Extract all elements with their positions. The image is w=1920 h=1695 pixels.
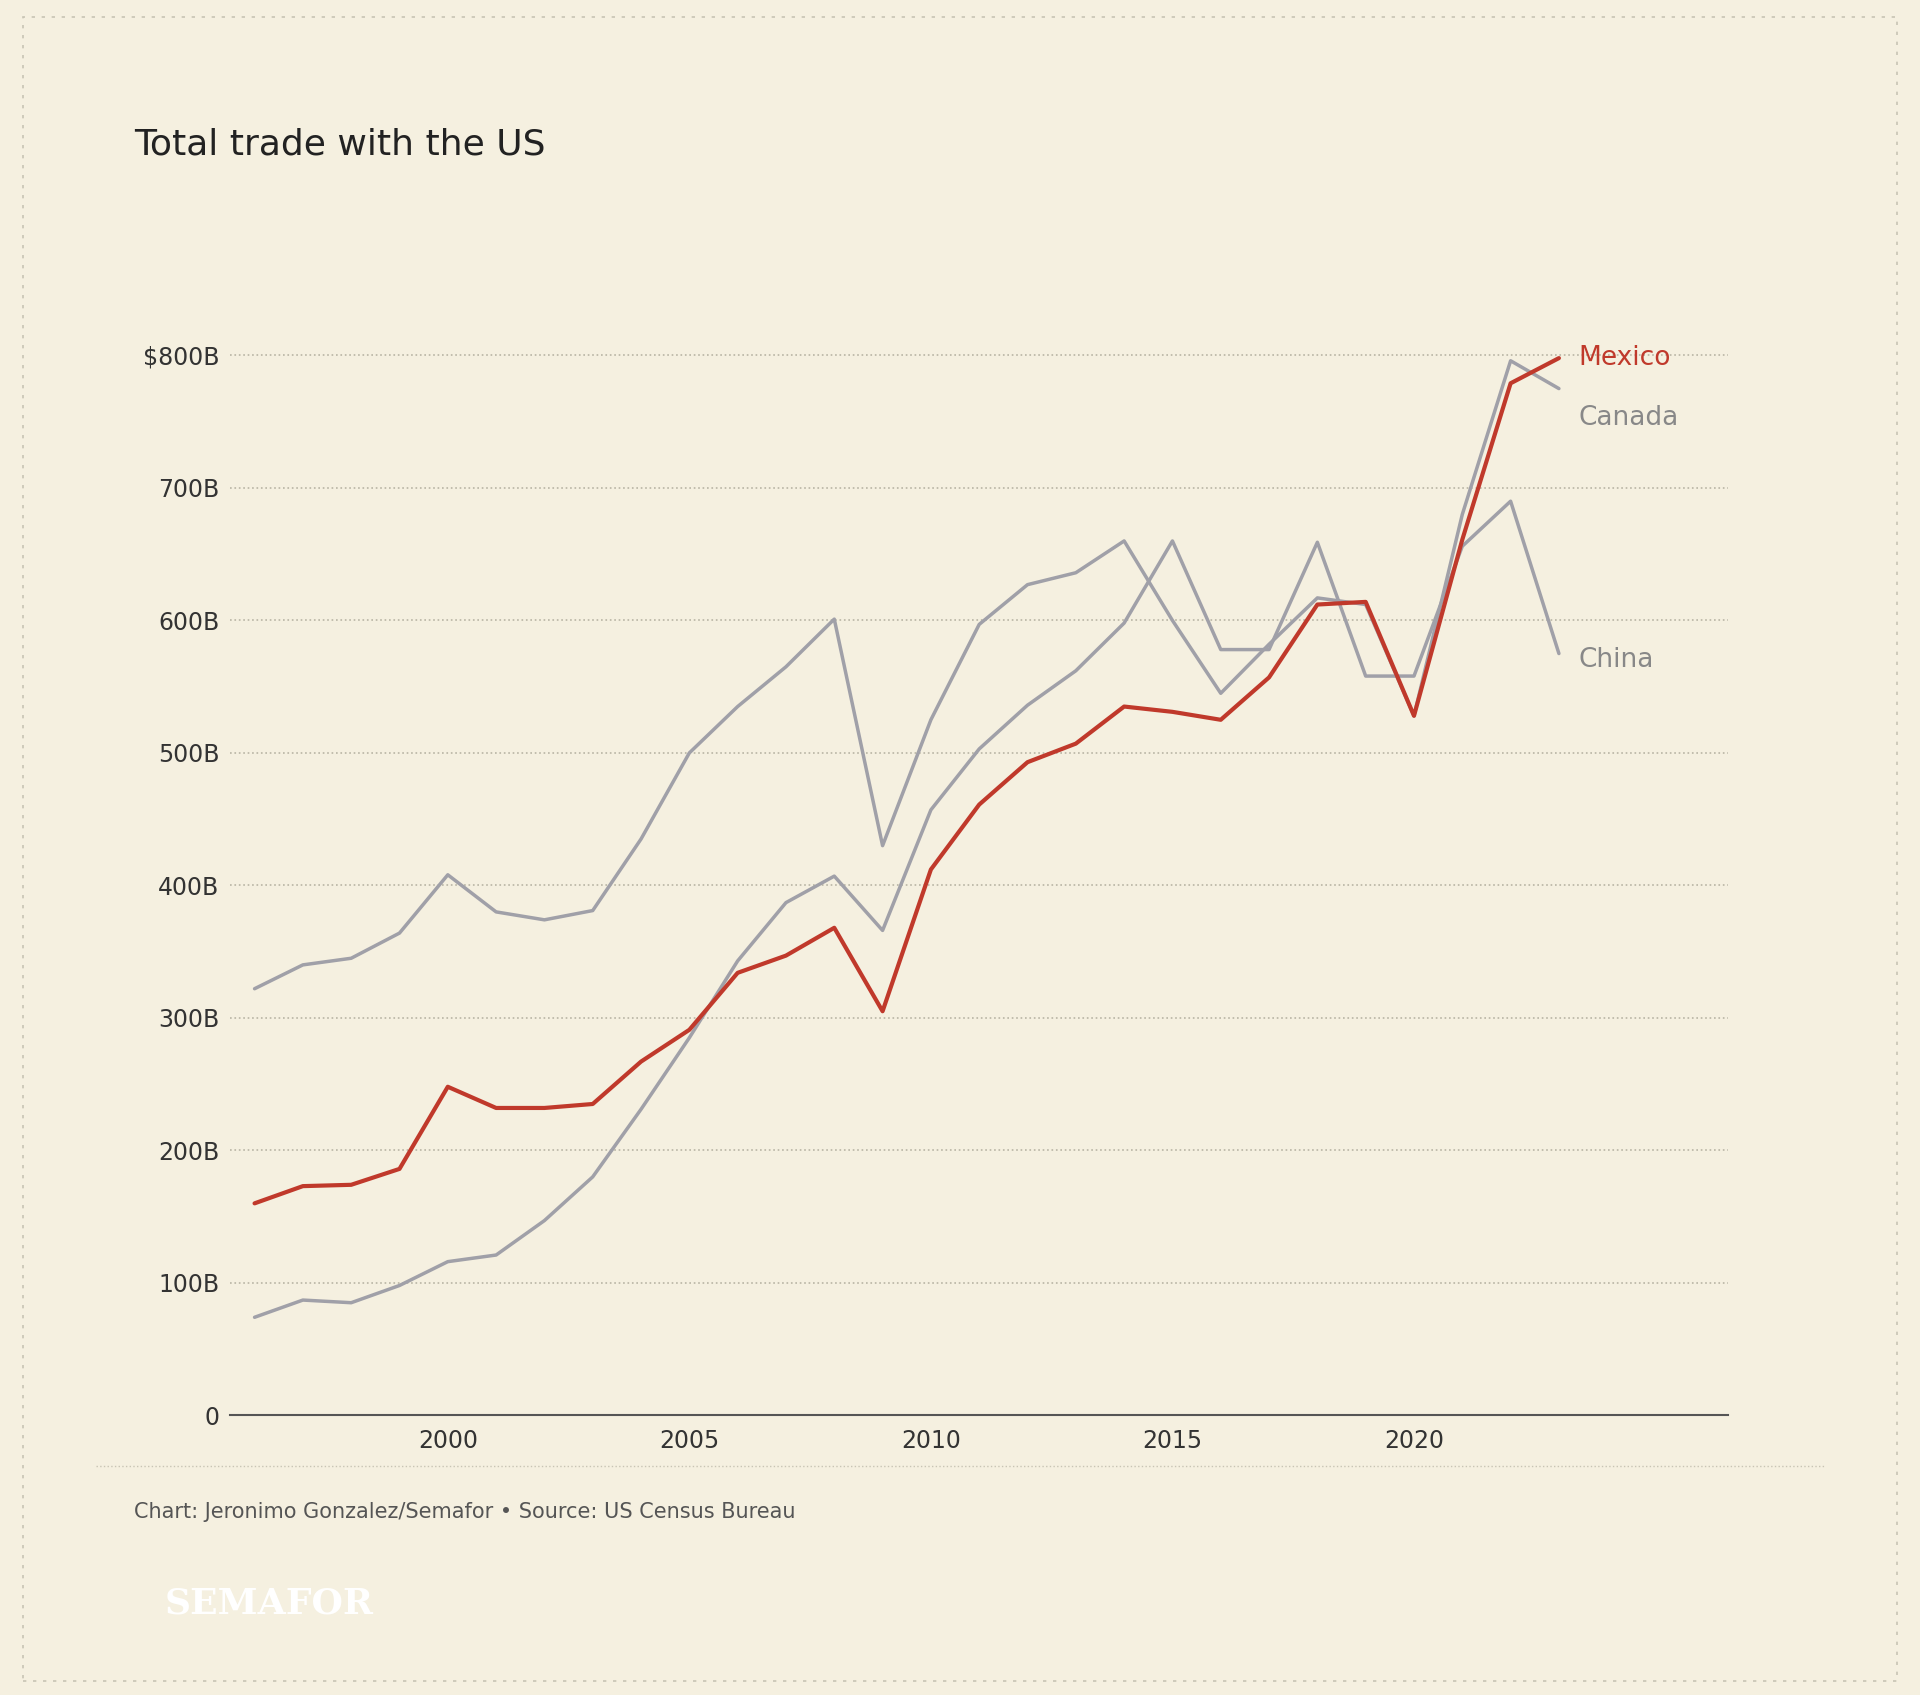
Text: Total trade with the US: Total trade with the US (134, 127, 545, 161)
Text: Chart: Jeronimo Gonzalez/Semafor • Source: US Census Bureau: Chart: Jeronimo Gonzalez/Semafor • Sourc… (134, 1502, 797, 1522)
Text: Mexico: Mexico (1578, 346, 1670, 371)
Text: SEMAFOR: SEMAFOR (165, 1587, 374, 1620)
Text: Canada: Canada (1578, 405, 1678, 431)
Text: China: China (1578, 647, 1653, 673)
